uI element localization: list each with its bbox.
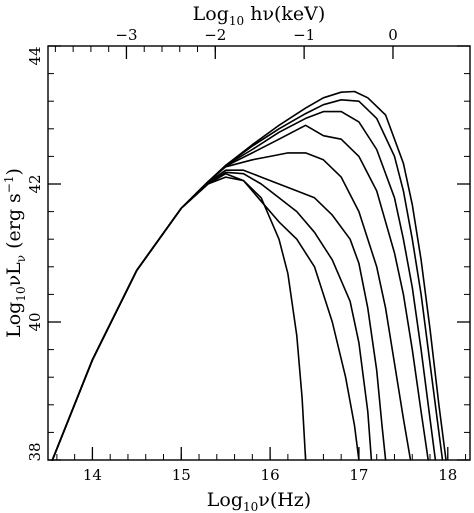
major-ticks bbox=[48, 45, 470, 461]
series-line-8 bbox=[51, 99, 444, 461]
x-top-tick-label: −3 bbox=[115, 26, 137, 44]
series-group bbox=[51, 90, 447, 461]
x-axis-title-top: Log10 hν(keV) bbox=[193, 3, 326, 28]
y-tick-label: 40 bbox=[26, 312, 44, 331]
x-tick-label: 14 bbox=[83, 466, 102, 484]
y-tick-label: 44 bbox=[26, 46, 44, 65]
x-tick-labels-top: −3 −2 −1 0 bbox=[115, 26, 397, 44]
x-tick-labels-bottom: 14 15 16 17 18 bbox=[83, 466, 457, 484]
x-tick-label: 16 bbox=[261, 466, 280, 484]
y-tick-label: 38 bbox=[26, 442, 44, 461]
x-axis-title-bottom: Log10ν(Hz) bbox=[207, 489, 311, 513]
series-line-9 bbox=[51, 90, 447, 461]
series-line-2 bbox=[51, 172, 360, 461]
series-line-1 bbox=[51, 176, 307, 461]
series-line-4 bbox=[51, 169, 387, 461]
y-tick-label: 42 bbox=[26, 174, 44, 193]
x-top-tick-label: −1 bbox=[293, 26, 315, 44]
x-tick-label: 18 bbox=[438, 466, 457, 484]
x-top-tick-label: 0 bbox=[388, 26, 398, 44]
y-tick-labels: 38 40 42 44 bbox=[26, 46, 44, 461]
y-axis-title: Log10νLν (erg s−1) bbox=[2, 168, 28, 338]
series-line-3 bbox=[51, 171, 373, 461]
series-line-5 bbox=[51, 152, 412, 461]
plot-frame bbox=[47, 45, 471, 461]
x-tick-label: 15 bbox=[172, 466, 191, 484]
x-top-tick-label: −2 bbox=[204, 26, 226, 44]
x-tick-label: 17 bbox=[349, 466, 368, 484]
series-line-7 bbox=[51, 110, 437, 461]
series-line-6 bbox=[51, 124, 430, 461]
